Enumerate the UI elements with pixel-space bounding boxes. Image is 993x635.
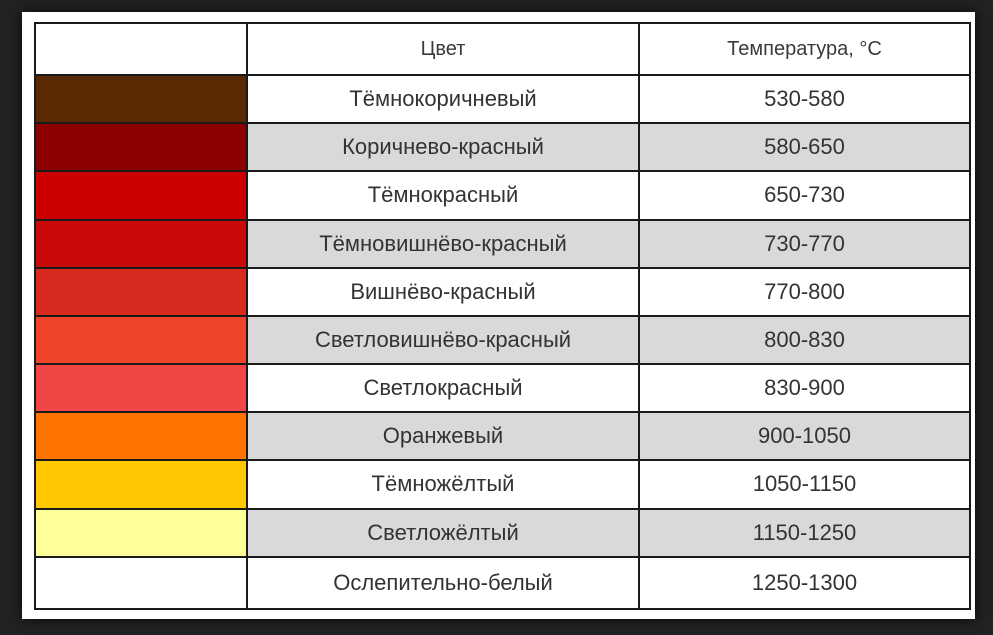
color-swatch	[34, 218, 248, 269]
table-row: Светложёлтый 1150-1250	[34, 507, 971, 558]
color-swatch	[34, 459, 248, 510]
color-name: Коричнево-красный	[246, 122, 640, 173]
color-name: Тёмнокоричневый	[246, 73, 640, 125]
table-frame: Цвет Температура, °С Тёмнокоричневый 530…	[22, 12, 975, 619]
color-swatch	[34, 122, 248, 173]
table-row: Тёмнокоричневый 530-580	[34, 73, 971, 125]
header-color: Цвет	[246, 22, 640, 76]
header-temperature: Температура, °С	[638, 22, 971, 76]
table-row: Коричнево-красный 580-650	[34, 122, 971, 173]
color-swatch	[34, 363, 248, 414]
temperature-range: 900-1050	[638, 411, 971, 462]
temperature-range: 830-900	[638, 363, 971, 414]
color-swatch	[34, 507, 248, 558]
header-swatch	[34, 22, 248, 76]
temperature-range: 650-730	[638, 170, 971, 221]
color-swatch	[34, 314, 248, 366]
table-row: Светлокрасный 830-900	[34, 363, 971, 414]
color-swatch	[34, 555, 248, 611]
table-row: Тёмножёлтый 1050-1150	[34, 459, 971, 510]
color-name: Светлокрасный	[246, 363, 640, 414]
color-name: Вишнёво-красный	[246, 266, 640, 317]
color-name: Светловишнёво-красный	[246, 314, 640, 366]
table-row: Вишнёво-красный 770-800	[34, 266, 971, 317]
table-row: Ослепительно-белый 1250-1300	[34, 555, 971, 611]
temperature-range: 1150-1250	[638, 507, 971, 558]
color-swatch	[34, 411, 248, 462]
color-swatch	[34, 266, 248, 317]
table-row: Тёмновишнёво-красный 730-770	[34, 218, 971, 269]
color-name: Тёмножёлтый	[246, 459, 640, 510]
color-swatch	[34, 170, 248, 221]
table-row: Оранжевый 900-1050	[34, 411, 971, 462]
table-row: Тёмнокрасный 650-730	[34, 170, 971, 221]
color-name: Светложёлтый	[246, 507, 640, 558]
color-name: Ослепительно-белый	[246, 555, 640, 611]
temperature-range: 800-830	[638, 314, 971, 366]
temperature-range: 1250-1300	[638, 555, 971, 611]
temperature-range: 530-580	[638, 73, 971, 125]
temperature-range: 1050-1150	[638, 459, 971, 510]
color-name: Оранжевый	[246, 411, 640, 462]
temperature-range: 580-650	[638, 122, 971, 173]
color-swatch	[34, 73, 248, 125]
color-name: Тёмнокрасный	[246, 170, 640, 221]
temperature-color-table: Цвет Температура, °С Тёмнокоричневый 530…	[34, 22, 971, 611]
header-row: Цвет Температура, °С	[34, 22, 971, 76]
temperature-range: 770-800	[638, 266, 971, 317]
temperature-range: 730-770	[638, 218, 971, 269]
table-row: Светловишнёво-красный 800-830	[34, 314, 971, 366]
color-name: Тёмновишнёво-красный	[246, 218, 640, 269]
